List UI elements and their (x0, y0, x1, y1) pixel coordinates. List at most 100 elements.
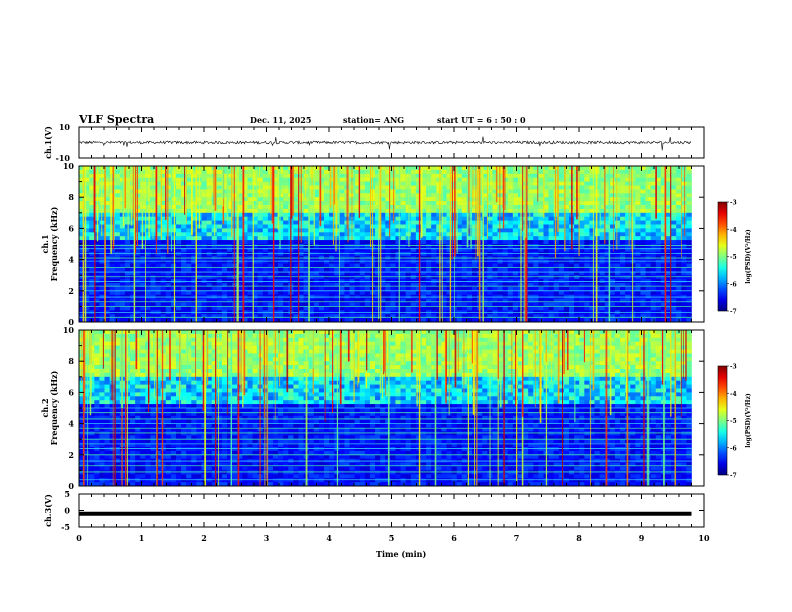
ch1-spectrogram-cell (655, 267, 662, 272)
ch1-spectrogram-cell (502, 298, 509, 303)
ch1-spectrogram-cell (150, 290, 156, 295)
ch1-spectrogram-cell (655, 247, 662, 253)
ch1-spectrogram-cell (584, 224, 590, 229)
ch1-spectrogram-cell (640, 177, 646, 182)
ch1-spectrogram-cell (104, 271, 110, 276)
ch1-spectrogram-cell (665, 286, 672, 292)
ch1-spectrogram-cell (359, 224, 366, 229)
ch1-spectrogram-cell (686, 205, 692, 210)
ch1-spectrogram-cell (472, 247, 478, 253)
ch1-spectrogram-cell (620, 212, 626, 217)
ch1-spectrogram-cell (553, 228, 560, 233)
ch1-spectrogram-cell (227, 228, 233, 233)
ch1-spectrogram-cell (461, 189, 468, 194)
ch1-spectrogram-cell (604, 228, 611, 233)
ch1-spectrogram-cell (676, 201, 682, 206)
ch1-spectrogram-cell (364, 240, 371, 245)
ch1-spectrogram-cell (380, 247, 386, 253)
ch1-spectrogram-cell (150, 318, 156, 323)
ch1-spectrogram-cell (84, 220, 90, 225)
ch1-spectrogram-cell (175, 208, 182, 214)
ch1-spectrogram-cell (201, 181, 207, 186)
ch1-spectrogram-cell (303, 166, 309, 171)
ch1-spectrogram-cell (620, 306, 626, 311)
ch1-spectrogram-cell (420, 232, 427, 237)
ch1-spectrogram-cell (175, 212, 182, 217)
ch1-spectrogram-cell (160, 240, 167, 245)
ch1-spectrogram-cell (298, 318, 304, 323)
ch1-spectrogram-cell (349, 314, 355, 319)
ch1-spectrogram-cell (553, 290, 560, 295)
ch1-spectrogram-cell (79, 185, 85, 190)
ch1-spectrogram-cell (569, 275, 575, 280)
ch1-spectrogram-ytick-label: 2 (68, 286, 74, 296)
ch1-spectrogram-cell (160, 224, 167, 229)
ch1-spectrogram-cell (191, 271, 197, 276)
ch1-spectrogram-cell (237, 236, 243, 241)
ch1-spectrogram-cell (579, 290, 585, 295)
ch1-spectrogram-cell (528, 275, 534, 280)
ch1-spectrogram-cell (221, 267, 228, 272)
ch1-spectrogram-cell (359, 185, 366, 190)
ch1-spectrogram-cell (538, 275, 544, 280)
ch1-spectrogram-cell (686, 197, 692, 202)
ch1-spectrogram-cell (364, 236, 371, 241)
ch1-spectrogram-cell (456, 306, 463, 311)
ch1-spectrogram-cell (359, 189, 366, 194)
ch1-spectrogram-cell (676, 286, 682, 292)
ch1-spectrogram-cell (181, 271, 187, 276)
ch1-spectrogram-cell (385, 228, 391, 233)
ch1-spectrogram-cell (114, 185, 121, 190)
ch1-spectrogram-cell (242, 236, 248, 241)
ch1-spectrogram-cell (155, 220, 161, 225)
ch1-spectrogram-cell (155, 228, 161, 233)
ch1-spectrogram-cell (359, 290, 366, 295)
ch1-spectrogram-cell (426, 283, 432, 288)
ch1-spectrogram-cell (84, 251, 90, 256)
ch1-spectrogram-cell (318, 173, 325, 178)
ch1-spectrogram-cell (364, 197, 371, 202)
ch1-spectrogram-cell (461, 166, 468, 171)
ch1-spectrogram-cell (145, 169, 151, 175)
ch1-spectrogram-cell (686, 271, 692, 276)
ch1-spectrogram-cell (507, 205, 514, 210)
ch1-spectrogram-cell (604, 251, 611, 256)
ch1-spectrogram-cell (89, 228, 95, 233)
ch1-spectrogram-cell (482, 271, 488, 276)
ch1-spectrogram-cell (298, 306, 304, 311)
ch1-spectrogram-cell (635, 201, 641, 206)
ch1-spectrogram-cell (104, 302, 110, 307)
ch1-spectrogram-cell (645, 259, 651, 264)
ch1-spectrogram-cell (262, 193, 269, 198)
ch1-spectrogram-cell (293, 236, 299, 241)
ch1-spectrogram-cell (569, 251, 575, 256)
ch1-spectrogram-cell (395, 290, 401, 295)
ch1-spectrogram-cell (252, 208, 258, 214)
ch1-spectrogram-cell (150, 283, 156, 288)
ch1-spectrogram-cell (620, 224, 626, 229)
ch1-spectrogram-cell (160, 169, 167, 175)
ch1-spectrogram-cell (472, 271, 478, 276)
ch1-spectrogram-cell (293, 169, 299, 175)
ch1-spectrogram-cell (614, 166, 621, 171)
ch1-spectrogram-cell (420, 275, 427, 280)
ch1-spectrogram-cell (262, 275, 269, 280)
ch1-spectrogram-cell (528, 189, 534, 194)
ch1-spectrogram-cell (426, 220, 432, 225)
ch1-spectrogram-cell (267, 286, 274, 292)
ch1-spectrogram-cell (206, 173, 212, 178)
ch1-spectrogram-cell (79, 259, 85, 264)
ch1-spectrogram-cell (99, 251, 105, 256)
ch1-spectrogram-cell (104, 185, 110, 190)
ch1-spectrogram-cell (543, 205, 549, 210)
ch1-spectrogram-cell (441, 232, 447, 237)
ch1-spectrogram-cell (354, 201, 361, 206)
ch1-spectrogram-cell (420, 251, 427, 256)
ch1-spectrogram-cell (487, 173, 493, 178)
ch1-spectrogram-cell (150, 314, 156, 319)
ch1-spectrogram-cell (466, 205, 473, 210)
ch1-spectrogram-cell (635, 228, 641, 233)
ch1-spectrogram-cell (436, 208, 442, 214)
ch1-spectrogram-cell (584, 283, 590, 288)
ch1-spectrogram-cell (599, 275, 606, 280)
